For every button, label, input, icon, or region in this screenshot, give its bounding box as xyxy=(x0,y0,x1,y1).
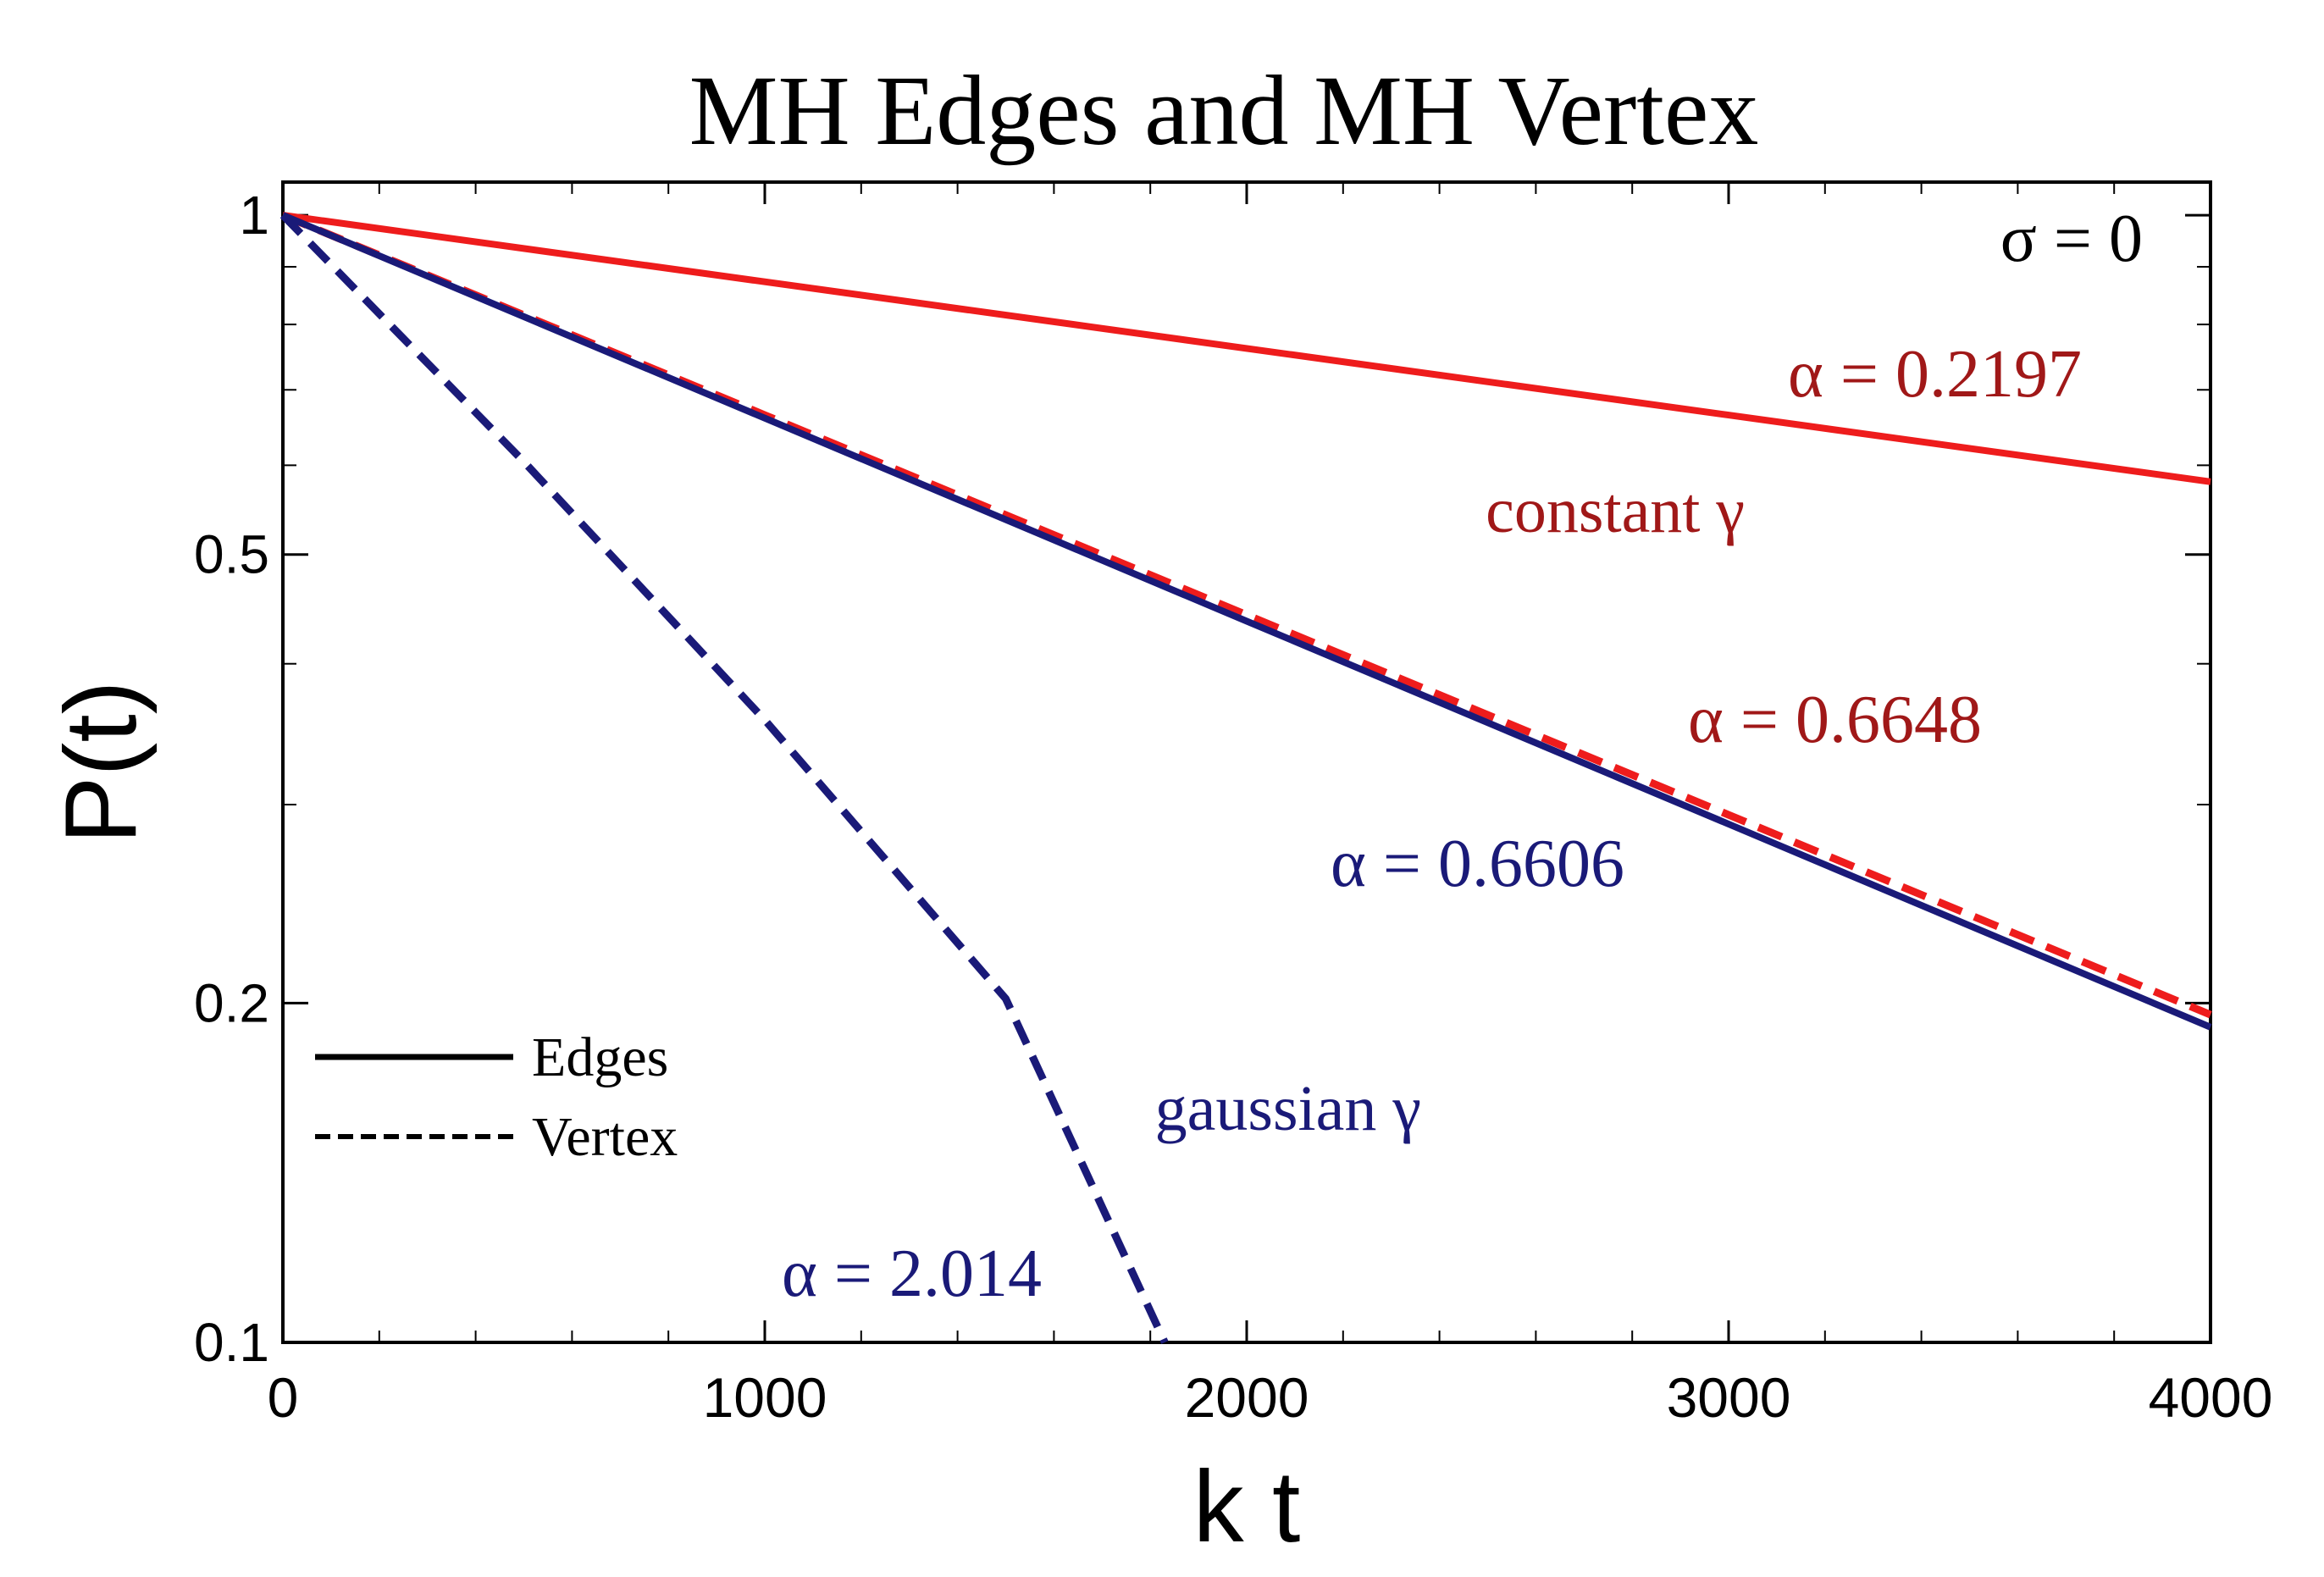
series-line-3 xyxy=(281,212,2212,1031)
annotation-alpha-constant-edges: α = 0.2197 xyxy=(1788,337,2082,412)
x-tick-label: 3000 xyxy=(1667,1366,1791,1429)
x-tick-label: 2000 xyxy=(1185,1366,1309,1429)
minor-ticks xyxy=(283,182,2211,1342)
series-line-1 xyxy=(282,212,2211,485)
annotation-alpha-gaussian-vertex: α = 2.014 xyxy=(782,1237,1042,1311)
x-tick-labels: 0 1000 2000 3000 4000 xyxy=(268,1366,2273,1429)
x-axis-label: k t xyxy=(1193,1450,1301,1563)
series-layer xyxy=(279,211,2212,1344)
series-line-2 xyxy=(281,211,2212,1019)
x-tick-label: 1000 xyxy=(703,1366,827,1429)
annotation-constant-gamma: constant γ xyxy=(1486,475,1745,546)
series-line-4 xyxy=(279,212,1169,1344)
x-tick-label: 0 xyxy=(268,1366,299,1429)
y-tick-label: 1 xyxy=(239,185,269,246)
y-axis-label: P(t) xyxy=(44,680,158,844)
y-tick-label: 0.5 xyxy=(194,524,269,585)
legend: Edges Vertex xyxy=(315,1026,678,1168)
x-tick-label: 4000 xyxy=(2149,1366,2273,1429)
y-tick-label: 0.1 xyxy=(194,1312,269,1373)
chart-title: MH Edges and MH Vertex xyxy=(689,55,1759,166)
annotation-sigma: σ = 0 xyxy=(2000,202,2143,276)
annotation-alpha-gaussian-edges: α = 0.6606 xyxy=(1331,827,1624,901)
annotation-alpha-constant-vertex: α = 0.6648 xyxy=(1688,683,1982,757)
annotation-gaussian-gamma: gaussian γ xyxy=(1155,1073,1421,1144)
legend-label-edges: Edges xyxy=(532,1026,668,1088)
y-tick-labels: 0.1 0.2 0.5 1 xyxy=(194,185,269,1373)
y-tick-label: 0.2 xyxy=(194,972,269,1033)
legend-label-vertex: Vertex xyxy=(532,1106,678,1168)
